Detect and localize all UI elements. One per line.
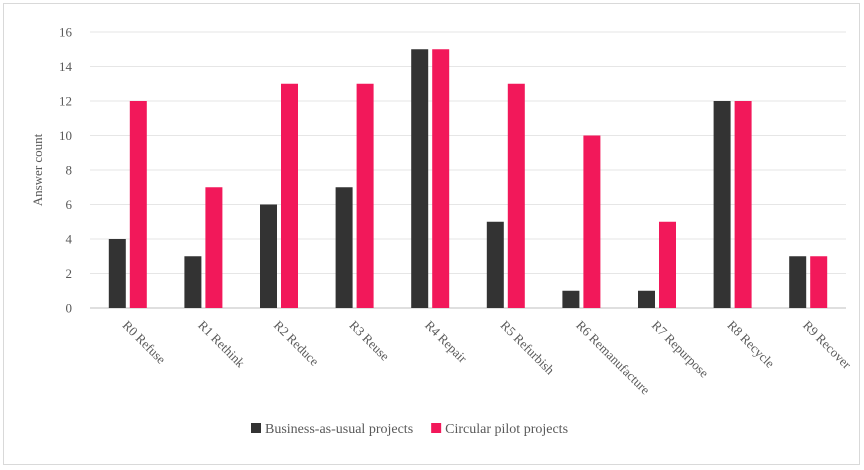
x-tick-label: R1 Rethink xyxy=(195,318,248,371)
gridlines xyxy=(90,31,846,309)
y-tick-label: 16 xyxy=(59,25,73,40)
bar-business-as-usual xyxy=(411,49,429,308)
legend-label: Business-as-usual projects xyxy=(265,422,413,437)
x-tick-label: R0 Refuse xyxy=(120,318,169,367)
legend: Business-as-usual projects Circular pilot… xyxy=(251,422,568,437)
legend-swatch xyxy=(431,423,442,433)
legend-swatch xyxy=(251,423,261,433)
legend-label: Circular pilot projects xyxy=(445,422,568,437)
bar-business-as-usual xyxy=(260,204,277,308)
y-tick-label: 8 xyxy=(66,163,73,178)
y-tick-label: 6 xyxy=(66,197,73,212)
bar-circular-pilot xyxy=(507,83,525,308)
x-tick-label: R6 Remanufacture xyxy=(573,318,653,398)
x-axis-ticks: R0 Refuse R1 Rethink R2 Reduce R3 Reuse R4 R… xyxy=(120,318,855,398)
bar-business-as-usual xyxy=(486,221,504,308)
x-tick-label: R3 Reuse xyxy=(346,318,392,364)
y-axis-ticks: 0 2 4 6 8 10 12 14 16 xyxy=(59,25,73,316)
y-tick-label: 4 xyxy=(66,232,73,247)
x-tick-label: R9 Recover xyxy=(800,318,855,373)
bars xyxy=(108,49,828,308)
x-tick-label: R2 Reduce xyxy=(271,318,322,369)
bar-business-as-usual xyxy=(562,290,580,308)
x-tick-label: R8 Recycle xyxy=(724,318,777,371)
bar-circular-pilot xyxy=(129,101,147,308)
bar-circular-pilot xyxy=(205,187,223,308)
bar-business-as-usual xyxy=(335,187,353,308)
x-tick-label: R7 Repurpose xyxy=(649,318,712,381)
y-tick-label: 2 xyxy=(66,266,73,281)
y-tick-label: 10 xyxy=(59,128,72,143)
y-tick-label: 14 xyxy=(59,59,73,74)
bar-business-as-usual xyxy=(108,239,126,308)
bar-business-as-usual xyxy=(184,256,202,308)
bar-circular-pilot xyxy=(659,221,676,308)
x-tick-label: R4 Repair xyxy=(422,318,471,367)
bar-circular-pilot xyxy=(734,101,752,308)
bar-circular-pilot xyxy=(281,83,298,308)
bar-business-as-usual xyxy=(713,101,731,308)
y-tick-label: 12 xyxy=(59,94,72,109)
bar-circular-pilot xyxy=(583,135,601,308)
x-tick-label: R5 Refurbish xyxy=(498,318,558,378)
bar-circular-pilot xyxy=(432,49,450,308)
y-tick-label: 0 xyxy=(66,301,73,316)
bar-circular-pilot xyxy=(356,83,374,308)
bar-circular-pilot xyxy=(810,256,828,308)
y-axis-title: Answer count xyxy=(30,133,45,206)
bar-business-as-usual xyxy=(638,290,655,308)
bar-business-as-usual xyxy=(789,256,807,308)
